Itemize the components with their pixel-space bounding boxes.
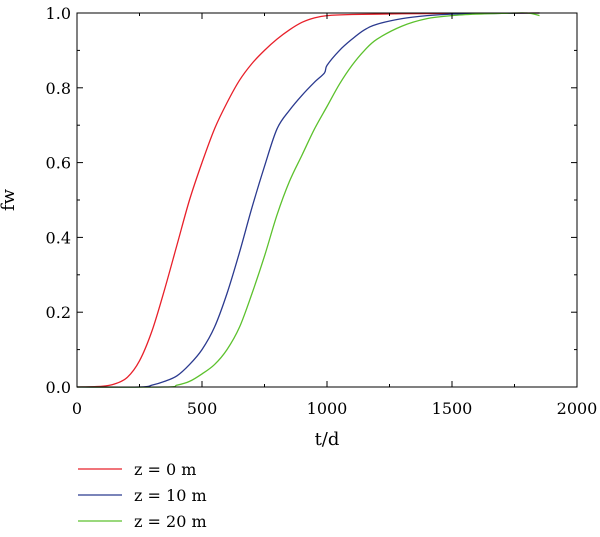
x-tick-label: 2000: [557, 399, 598, 418]
ticks-layer: 0 500 1000 1500 2000 0.0 0.2 0.4 0.6 0.8 1.0: [46, 4, 598, 418]
y-tick-label: 0.0: [46, 378, 71, 397]
legend-label-0: z = 0 m: [134, 460, 196, 479]
legend-label-2: z = 20 m: [134, 512, 207, 531]
y-tick-label: 0.2: [46, 303, 71, 322]
legend: z = 0 m z = 10 m z = 20 m: [78, 460, 207, 531]
x-tick-label: 1500: [432, 399, 473, 418]
series-line-0: [76, 12, 540, 388]
y-tick-label: 0.6: [46, 154, 71, 173]
y-tick-label: 0.8: [46, 79, 71, 98]
series-line-2: [76, 12, 540, 388]
legend-label-1: z = 10 m: [134, 486, 207, 505]
series-line-1: [76, 12, 540, 388]
x-tick-label: 500: [187, 399, 218, 418]
y-tick-label: 0.4: [46, 228, 71, 247]
x-axis-label: t/d: [315, 429, 340, 450]
series-layer: [76, 12, 540, 388]
y-axis-label: fw: [0, 188, 19, 211]
x-tick-label: 1000: [307, 399, 348, 418]
y-tick-label: 1.0: [46, 4, 71, 23]
x-tick-label: 0: [72, 399, 82, 418]
